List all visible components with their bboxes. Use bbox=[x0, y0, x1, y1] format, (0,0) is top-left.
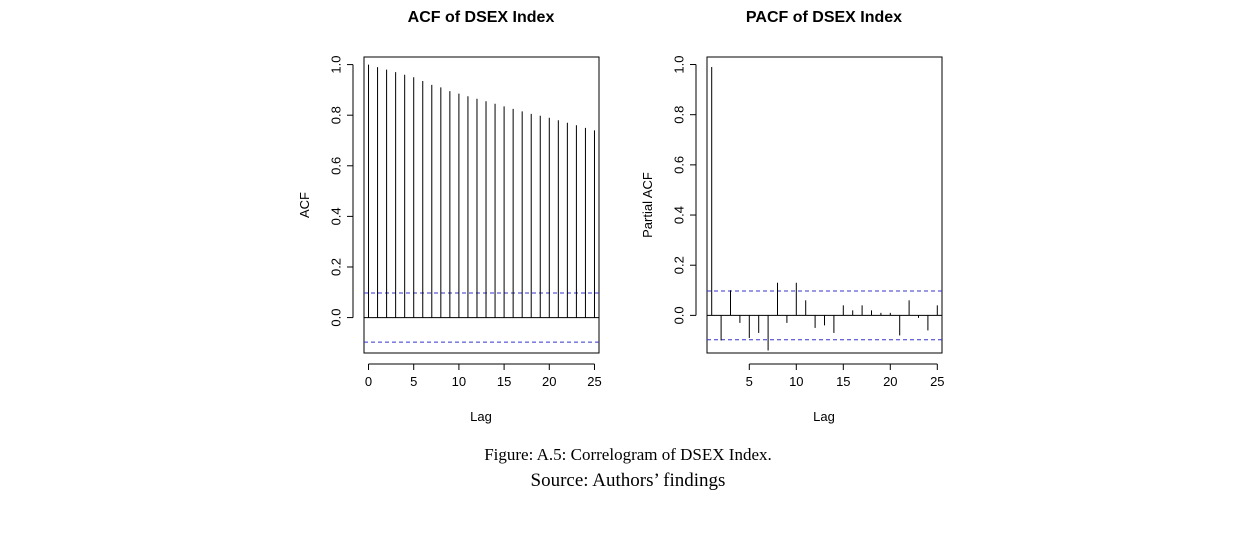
figure-caption: Figure: A.5: Correlogram of DSEX Index. bbox=[484, 445, 772, 464]
pacf-y-tick-label: 0.4 bbox=[672, 206, 687, 224]
acf-plot-frame bbox=[363, 56, 600, 354]
pacf-y-axis: 0.0 0.2 0.4 0.6 0.8 1.0 bbox=[672, 55, 697, 324]
pacf-x-tick-label: 5 bbox=[746, 374, 753, 389]
acf-x-tick-label: 20 bbox=[542, 374, 556, 389]
correlogram-figure: ACF of DSEX Index 0 5 10 15 20 25 0.00.20.40.… bbox=[297, 9, 945, 424]
pacf-marks bbox=[707, 67, 942, 351]
acf-x-tick-label: 25 bbox=[587, 374, 601, 389]
acf-x-label: Lag bbox=[470, 409, 492, 424]
pacf-x-tick-label: 20 bbox=[883, 374, 897, 389]
acf-title: ACF of DSEX Index bbox=[408, 9, 555, 26]
pacf-y-tick-label: 0.2 bbox=[672, 256, 687, 274]
acf-marks bbox=[364, 64, 599, 343]
acf-x-tick-label: 5 bbox=[410, 374, 417, 389]
pacf-y-tick-label: 1.0 bbox=[672, 55, 687, 73]
acf-x-tick-label: 0 bbox=[365, 374, 372, 389]
acf-x-tick-label: 10 bbox=[452, 374, 466, 389]
pacf-x-label: Lag bbox=[813, 409, 835, 424]
pacf-plot-frame bbox=[706, 56, 943, 354]
acf-y-tick-label: 0.2 bbox=[329, 258, 344, 276]
pacf-y-tick-label: 0.8 bbox=[672, 106, 687, 124]
acf-y-tick-label: 0.0 bbox=[329, 309, 344, 327]
pacf-x-axis: 5 10 15 20 25 bbox=[746, 363, 945, 389]
acf-y-tick-label: 1.0 bbox=[329, 56, 344, 74]
pacf-y-tick-label: 0.6 bbox=[672, 156, 687, 174]
acf-y-tick-label: 0.6 bbox=[329, 157, 344, 175]
acf-y-tick-label: 0.4 bbox=[329, 207, 344, 225]
acf-x-axis: 0 5 10 15 20 25 bbox=[365, 363, 602, 389]
pacf-y-label: Partial ACF bbox=[640, 172, 655, 238]
acf-y-axis: 0.0 0.2 0.4 0.6 0.8 1.0 bbox=[329, 56, 354, 327]
pacf-y-tick-label: 0.0 bbox=[672, 306, 687, 324]
acf-y-tick-label: 0.8 bbox=[329, 106, 344, 124]
pacf-x-tick-label: 25 bbox=[930, 374, 944, 389]
acf-y-label: ACF bbox=[297, 192, 312, 218]
source-caption: Source: Authors’ findings bbox=[530, 470, 726, 491]
acf-chart: ACF of DSEX Index 0 5 10 15 20 25 0.00.20.40.… bbox=[297, 9, 602, 424]
pacf-title: PACF of DSEX Index bbox=[746, 9, 902, 26]
acf-x-tick-label: 15 bbox=[497, 374, 511, 389]
pacf-chart: PACF of DSEX Index 5 10 15 20 25 0.00.20.40.… bbox=[640, 9, 945, 424]
pacf-x-tick-label: 15 bbox=[836, 374, 850, 389]
pacf-x-tick-label: 10 bbox=[789, 374, 803, 389]
